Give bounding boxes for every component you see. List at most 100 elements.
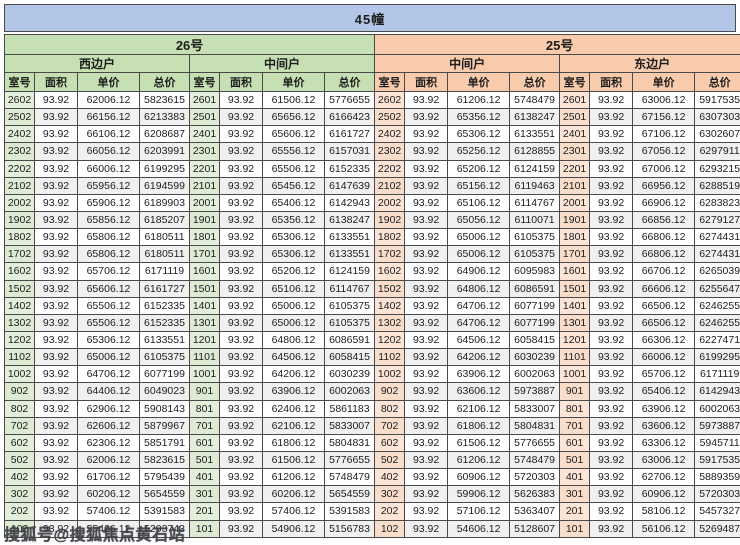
room-number-cell: 901 — [189, 382, 220, 401]
unit-price-cell: 54606.12 — [447, 519, 511, 539]
area-cell: 93.92 — [404, 382, 449, 401]
total-price-cell: 6128855 — [509, 142, 561, 161]
total-price-cell: 6110071 — [509, 210, 561, 230]
area-cell: 93.92 — [34, 90, 78, 110]
room-number-cell: 401 — [189, 468, 220, 487]
room-number-cell: 2001 — [189, 193, 220, 212]
table-title: 45幢 — [4, 4, 736, 32]
area-cell: 93.92 — [589, 262, 634, 281]
total-price-cell: 5720303 — [694, 485, 740, 504]
room-number-cell: 2602 — [4, 90, 35, 110]
room-number-cell: 1201 — [189, 330, 220, 350]
area-cell: 93.92 — [589, 450, 634, 470]
total-price-cell: 6058415 — [323, 348, 376, 367]
room-number-cell: 1801 — [189, 228, 220, 247]
total-price-cell: 5748479 — [509, 450, 561, 470]
unit-price-cell: 63606.12 — [447, 382, 511, 401]
area-cell: 93.92 — [589, 485, 634, 504]
unit-price-cell: 66156.12 — [77, 108, 140, 127]
room-number-cell: 1301 — [189, 313, 220, 332]
area-cell: 93.92 — [404, 159, 449, 178]
unit-price-cell: 65306.12 — [77, 330, 140, 350]
total-price-cell: 5457327 — [694, 502, 740, 521]
area-cell: 93.92 — [34, 245, 78, 264]
total-price-cell: 5889359 — [694, 468, 740, 487]
total-price-cell: 5823615 — [139, 450, 190, 470]
total-price-cell: 5861183 — [323, 399, 376, 418]
unit-price-cell: 62906.12 — [77, 399, 140, 418]
area-cell: 93.92 — [404, 108, 449, 127]
unit-price-cell: 62006.12 — [77, 90, 140, 110]
table-row: 1002 93.92 64706.12 6077199 1001 93.92 64206.1… — [4, 365, 740, 384]
unit-price-cell: 67056.12 — [632, 142, 696, 161]
total-price-cell: 6152335 — [139, 313, 190, 332]
unit-price-cell: 59906.12 — [447, 485, 511, 504]
room-number-cell: 801 — [559, 399, 591, 418]
area-cell: 93.92 — [219, 519, 263, 539]
price-table-page: 45幢 26号 25号 西边户 中间户 中间户 东边户 室号 面积 单价 总价 室号 面积 单价 总价… — [3, 4, 740, 544]
unit-price-cell: 65006.12 — [77, 348, 140, 367]
room-number-cell: 401 — [559, 468, 591, 487]
area-cell: 93.92 — [589, 108, 634, 127]
room-number-cell: 1302 — [4, 313, 35, 332]
unit-price-cell: 67156.12 — [632, 108, 696, 127]
total-price-cell: 5203743 — [139, 519, 190, 539]
room-number-cell: 1701 — [189, 245, 220, 264]
room-number-cell: 1702 — [374, 245, 406, 264]
table-row: 502 93.92 62006.12 5823615 501 93.92 61506.12 5… — [4, 450, 740, 470]
unit-price-cell: 63006.12 — [632, 450, 696, 470]
area-cell: 93.92 — [34, 330, 78, 350]
total-price-cell: 6265039 — [694, 262, 740, 281]
total-price-cell: 6142943 — [694, 382, 740, 401]
col-header-area: 面积 — [34, 72, 78, 92]
table-row: 1102 93.92 65006.12 6105375 1101 93.92 64506.1… — [4, 348, 740, 367]
area-cell: 93.92 — [34, 365, 78, 384]
total-price-cell: 5917535 — [694, 450, 740, 470]
total-price-cell: 6077199 — [139, 365, 190, 384]
total-price-cell: 6255647 — [694, 279, 740, 298]
table-row: 1302 93.92 65506.12 6152335 1301 93.92 65006.1… — [4, 313, 740, 332]
unit-price-cell: 65006.12 — [447, 228, 511, 247]
total-price-cell: 6105375 — [139, 348, 190, 367]
area-cell: 93.92 — [34, 142, 78, 161]
area-cell: 93.92 — [219, 210, 263, 230]
room-number-cell: 1801 — [559, 228, 591, 247]
unit-price-cell: 65956.12 — [77, 176, 140, 195]
unit-price-cell: 66106.12 — [77, 125, 140, 144]
area-cell: 93.92 — [404, 485, 449, 504]
unit-price-cell: 61806.12 — [447, 416, 511, 435]
area-cell: 93.92 — [219, 382, 263, 401]
unit-price-cell: 65356.12 — [262, 210, 325, 230]
total-price-cell: 6293215 — [694, 159, 740, 178]
total-price-cell: 6133551 — [139, 330, 190, 350]
total-price-cell: 6227471 — [694, 330, 740, 350]
unit-price-cell: 66306.12 — [632, 330, 696, 350]
table-row: 702 93.92 62606.12 5879967 701 93.92 62106.12 5… — [4, 416, 740, 435]
unit-price-cell: 61506.12 — [262, 90, 325, 110]
room-number-cell: 2502 — [4, 108, 35, 127]
room-number-cell: 2002 — [374, 193, 406, 212]
total-price-cell: 6274431 — [694, 228, 740, 247]
room-number-cell: 2602 — [374, 90, 406, 110]
unit-price-cell: 65656.12 — [262, 108, 325, 127]
col-header-area: 面积 — [589, 72, 634, 92]
total-price-cell: 6138247 — [323, 210, 376, 230]
unit-price-cell: 65556.12 — [262, 142, 325, 161]
room-number-cell: 1002 — [4, 365, 35, 384]
total-price-cell: 5748479 — [509, 90, 561, 110]
col-header-room: 室号 — [559, 72, 591, 92]
room-number-cell: 1402 — [4, 296, 35, 315]
unit-price-cell: 60906.12 — [447, 468, 511, 487]
unit-price-cell: 66806.12 — [632, 228, 696, 247]
unit-price-cell: 64706.12 — [77, 365, 140, 384]
unit-price-cell: 60206.12 — [262, 485, 325, 504]
area-cell: 93.92 — [34, 382, 78, 401]
unit-price-cell: 65806.12 — [77, 245, 140, 264]
unit-price-cell: 63606.12 — [632, 416, 696, 435]
unit-price-cell: 66506.12 — [632, 296, 696, 315]
room-number-cell: 1602 — [374, 262, 406, 281]
price-table: 26号 25号 西边户 中间户 中间户 东边户 室号 面积 单价 总价 室号 面积 单价 总价 室号 面积… — [3, 34, 740, 539]
total-price-cell: 6049023 — [139, 382, 190, 401]
area-cell: 93.92 — [219, 228, 263, 247]
unit-price-cell: 55406.12 — [77, 519, 140, 539]
